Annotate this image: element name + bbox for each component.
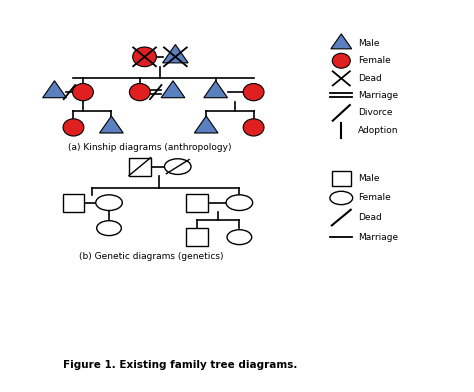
Circle shape bbox=[73, 83, 93, 101]
Polygon shape bbox=[331, 34, 352, 49]
Polygon shape bbox=[163, 45, 188, 63]
Bar bbox=[186, 228, 208, 246]
Circle shape bbox=[129, 83, 150, 101]
Ellipse shape bbox=[164, 159, 191, 174]
Text: (b) Genetic diagrams (genetics): (b) Genetic diagrams (genetics) bbox=[80, 252, 224, 261]
Text: Dead: Dead bbox=[358, 213, 382, 222]
Text: (a) Kinship diagrams (anthropology): (a) Kinship diagrams (anthropology) bbox=[68, 143, 231, 152]
Bar bbox=[186, 194, 208, 212]
Text: Female: Female bbox=[358, 194, 391, 202]
Polygon shape bbox=[100, 116, 123, 133]
Circle shape bbox=[133, 47, 156, 67]
Text: Divorce: Divorce bbox=[358, 109, 392, 117]
Ellipse shape bbox=[227, 230, 252, 245]
Text: Male: Male bbox=[358, 40, 379, 48]
Bar bbox=[63, 194, 84, 212]
Text: Marriage: Marriage bbox=[358, 233, 398, 241]
Bar bbox=[332, 171, 351, 186]
Circle shape bbox=[243, 119, 264, 136]
Circle shape bbox=[243, 83, 264, 101]
Polygon shape bbox=[194, 116, 218, 133]
Circle shape bbox=[63, 119, 84, 136]
Ellipse shape bbox=[96, 195, 122, 211]
Text: Figure 1. Existing family tree diagrams.: Figure 1. Existing family tree diagrams. bbox=[63, 359, 297, 370]
Text: Marriage: Marriage bbox=[358, 91, 398, 100]
Polygon shape bbox=[204, 81, 228, 98]
Polygon shape bbox=[43, 81, 66, 98]
Polygon shape bbox=[161, 81, 185, 98]
Text: Male: Male bbox=[358, 174, 379, 183]
Bar bbox=[129, 158, 151, 176]
Ellipse shape bbox=[330, 191, 353, 205]
Ellipse shape bbox=[97, 221, 121, 236]
Text: Dead: Dead bbox=[358, 74, 382, 83]
Circle shape bbox=[332, 53, 350, 68]
Text: Adoption: Adoption bbox=[358, 126, 398, 135]
Text: Female: Female bbox=[358, 56, 391, 65]
Ellipse shape bbox=[226, 195, 253, 211]
